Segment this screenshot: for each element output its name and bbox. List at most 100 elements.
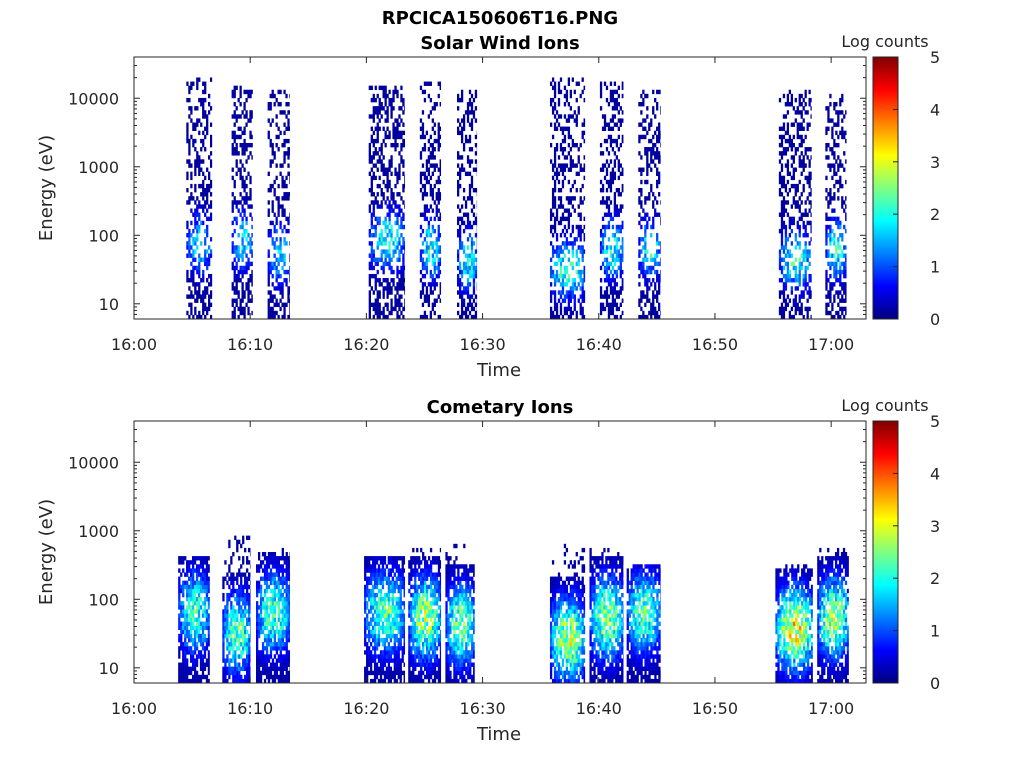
heatmap-cell — [839, 278, 842, 283]
heatmap-cell — [368, 637, 371, 643]
heatmap-cell — [374, 163, 377, 168]
heatmap-cell — [249, 196, 252, 201]
heatmap-cell — [180, 662, 183, 667]
heatmap-cell — [287, 228, 290, 234]
heatmap-cell — [240, 621, 243, 626]
heatmap-cell — [579, 278, 582, 283]
heatmap-cell — [277, 282, 280, 287]
heatmap-cell — [368, 159, 371, 164]
heatmap-cell — [835, 290, 838, 295]
heatmap-cell — [396, 89, 399, 95]
heatmap-cell — [283, 314, 286, 320]
heatmap-cell — [549, 142, 553, 148]
heatmap-cell — [569, 163, 572, 168]
heatmap-cell — [619, 142, 622, 148]
heatmap-cell — [579, 306, 582, 312]
heatmap-cell — [281, 212, 284, 217]
heatmap-cell — [190, 637, 193, 643]
heatmap-cell — [195, 646, 199, 651]
heatmap-cell — [204, 237, 207, 242]
heatmap-cell — [244, 576, 247, 581]
heatmap-cell — [283, 633, 286, 639]
heatmap-cell — [204, 85, 207, 91]
heatmap-cell — [619, 245, 622, 250]
heatmap-cell — [786, 130, 790, 136]
heatmap-cell — [646, 314, 649, 320]
heatmap-cell — [384, 286, 387, 291]
heatmap-cell — [439, 134, 442, 140]
heatmap-cell — [209, 200, 213, 205]
heatmap-cell — [180, 637, 183, 643]
heatmap-cell — [222, 629, 225, 635]
heatmap-cell — [267, 658, 271, 663]
heatmap-cell — [800, 159, 803, 164]
heatmap-cell — [390, 310, 393, 316]
heatmap-cell — [287, 633, 290, 639]
heatmap-cell — [228, 646, 231, 651]
heatmap-cell — [611, 171, 615, 177]
heatmap-cell — [256, 654, 259, 659]
heatmap-cell — [644, 228, 647, 234]
heatmap-cell — [794, 273, 797, 279]
heatmap-cell — [609, 179, 613, 185]
heatmap-cell — [427, 249, 431, 254]
heatmap-cell — [802, 249, 805, 254]
heatmap-cell — [275, 142, 278, 148]
heatmap-cell — [246, 670, 249, 676]
heatmap-cell — [827, 294, 830, 299]
heatmap-cell — [780, 314, 784, 320]
heatmap-cell — [279, 273, 282, 279]
heatmap-cell — [190, 633, 193, 639]
heatmap-cell — [279, 658, 282, 663]
heatmap-cell — [792, 216, 795, 222]
heatmap-cell — [265, 556, 269, 561]
heatmap-cell — [209, 122, 213, 127]
heatmap-cell — [243, 310, 246, 316]
heatmap-cell — [364, 621, 367, 626]
heatmap-cell — [386, 114, 389, 119]
heatmap-cell — [267, 188, 270, 193]
heatmap-cell — [833, 122, 836, 127]
heatmap-cell — [271, 273, 274, 279]
heatmap-cell — [796, 183, 799, 189]
heatmap-cell — [601, 245, 605, 250]
heatmap-cell — [281, 584, 284, 590]
heatmap-cell — [376, 261, 379, 267]
heatmap-cell — [241, 110, 244, 115]
heatmap-cell — [271, 560, 275, 565]
heatmap-cell — [421, 257, 425, 262]
heatmap-cell — [197, 556, 201, 561]
heatmap-cell — [287, 564, 290, 569]
heatmap-cell — [778, 126, 782, 131]
heatmap-cell — [400, 249, 403, 254]
heatmap-cell — [557, 204, 561, 209]
heatmap-cell — [829, 192, 832, 197]
heatmap-cell — [186, 642, 189, 647]
heatmap-cell — [378, 106, 381, 111]
heatmap-cell — [202, 114, 205, 119]
heatmap-cell — [583, 122, 586, 127]
heatmap-cell — [208, 261, 211, 267]
heatmap-cell — [241, 142, 244, 148]
heatmap-cell — [202, 159, 205, 164]
heatmap-cell — [644, 249, 647, 254]
heatmap-cell — [603, 200, 607, 205]
heatmap-cell — [287, 613, 290, 618]
heatmap-cell — [398, 241, 401, 246]
heatmap-cell — [615, 228, 619, 234]
heatmap-cell — [780, 167, 784, 172]
heatmap-cell — [396, 245, 399, 250]
heatmap-cell — [472, 290, 476, 295]
heatmap-cell — [376, 314, 379, 320]
heatmap-cell — [279, 637, 282, 643]
heatmap-cell — [226, 609, 229, 614]
heatmap-cell — [553, 228, 557, 234]
heatmap-cell — [273, 224, 276, 230]
heatmap-cell — [247, 642, 251, 647]
heatmap-cell — [203, 556, 207, 561]
heatmap-cell — [246, 592, 249, 598]
heatmap-cell — [404, 175, 406, 181]
heatmap-cell — [222, 646, 225, 651]
heatmap-cell — [289, 273, 290, 279]
heatmap-cell — [376, 216, 379, 222]
